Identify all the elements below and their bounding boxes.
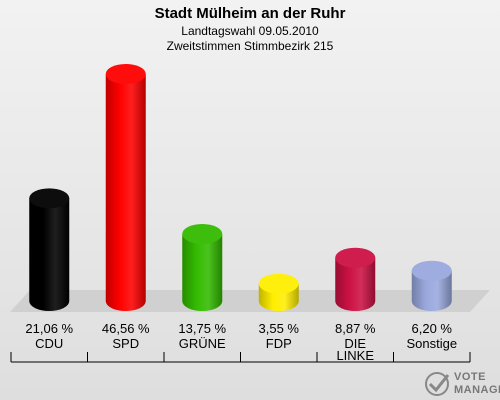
- bar-cap: [105, 64, 146, 84]
- bar-cdu: [29, 188, 70, 311]
- bar-cap: [411, 260, 452, 281]
- bars-group: [29, 64, 452, 311]
- category-label: CDU: [35, 336, 64, 351]
- logo-text-vote: VOTE: [454, 371, 486, 383]
- vote-manager-logo: VOTE MANAGER: [424, 367, 500, 400]
- value-label: 3,55 %: [258, 321, 299, 336]
- category-label: Sonstige: [406, 336, 458, 351]
- bar-sonstige: [411, 260, 452, 311]
- bar-body: [29, 198, 70, 311]
- bar-cap: [335, 247, 376, 268]
- bar-body: [335, 257, 376, 311]
- category-label: FDP: [265, 336, 292, 351]
- checkmark-icon: [425, 372, 450, 396]
- value-label: 13,75 %: [178, 321, 227, 336]
- bar-body: [182, 233, 223, 311]
- bar-cap: [29, 188, 70, 209]
- bar-fdp: [258, 273, 299, 311]
- logo-text-manager: MANAGER: [454, 384, 500, 396]
- bar-spd: [105, 64, 146, 311]
- bar-cap: [258, 273, 299, 294]
- category-label: SPD: [112, 336, 140, 351]
- chart-title: Stadt Mülheim an der Ruhr: [154, 5, 346, 22]
- bar-gr-ne: [182, 223, 223, 311]
- bar-cap: [182, 223, 223, 244]
- category-axis: [10, 352, 471, 363]
- bar-body: [411, 270, 452, 311]
- chart-subtitle-election: Landtagswahl 09.05.2010: [181, 24, 319, 38]
- bar-body: [105, 74, 146, 311]
- category-label: GRÜNE: [178, 336, 226, 351]
- category-label: DIE LINKE: [336, 336, 375, 363]
- chart-subtitle-district: Zweitstimmen Stimmbezirk 215: [166, 39, 334, 53]
- bar-die-linke: [335, 247, 376, 311]
- value-label: 6,20 %: [411, 321, 452, 336]
- value-label: 21,06 %: [25, 321, 74, 336]
- value-label: 46,56 %: [101, 321, 150, 336]
- value-label: 8,87 %: [335, 321, 376, 336]
